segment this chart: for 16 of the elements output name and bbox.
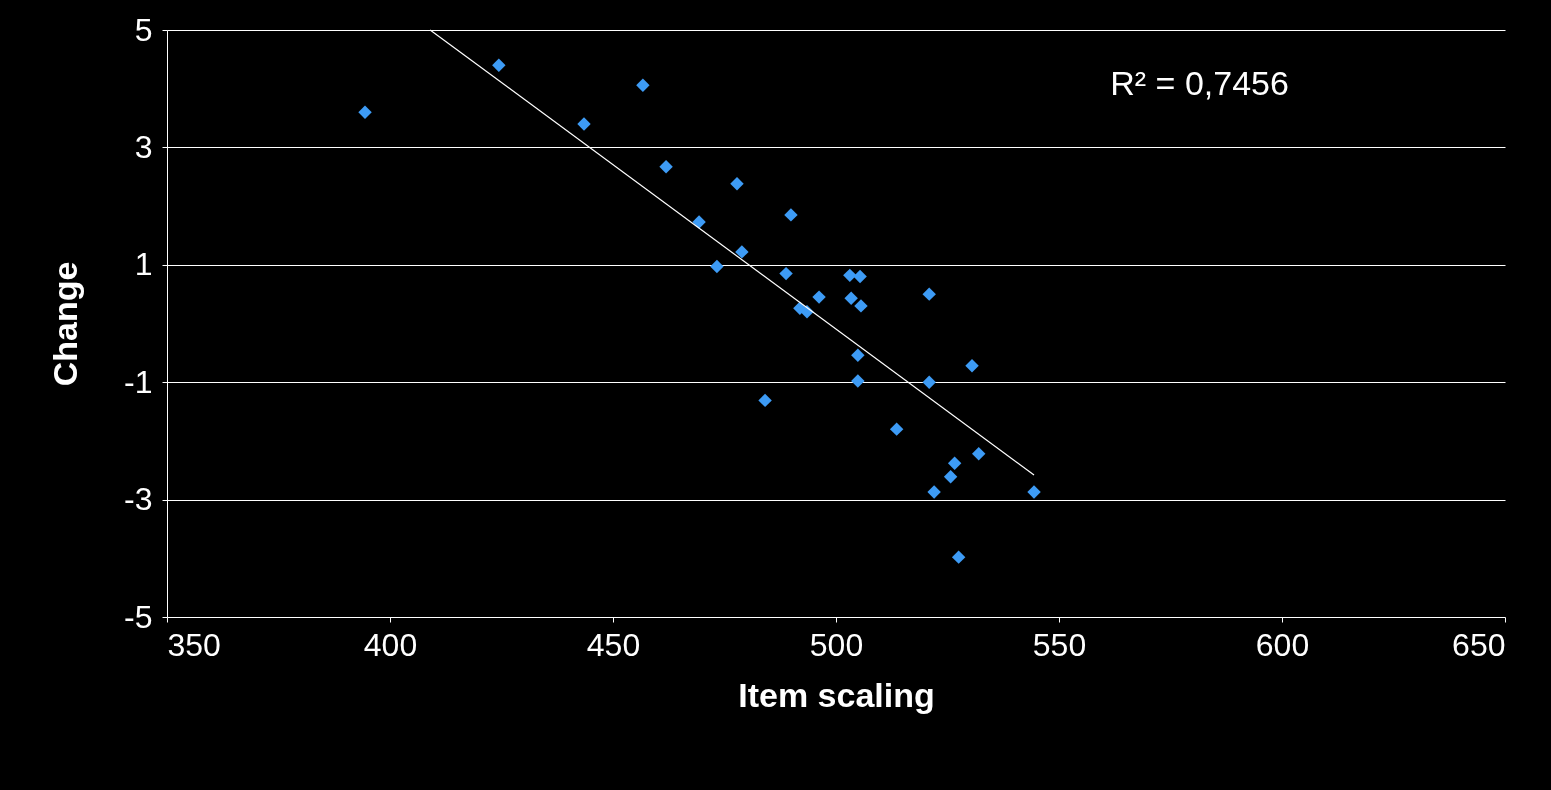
- x-tick-label: 400: [363, 626, 418, 663]
- y-tick-label: -3: [124, 481, 153, 518]
- y-tick-label: 3: [134, 128, 153, 165]
- x-tick-label: 600: [1255, 626, 1310, 663]
- x-tick-label: 450: [586, 626, 641, 663]
- annotation: R² = 0,7456: [1110, 64, 1289, 102]
- x-tick-label: 550: [1032, 626, 1087, 663]
- y-axis-title: Change: [46, 261, 85, 387]
- y-tick-label: 1: [134, 246, 153, 283]
- y-tick-label: 5: [134, 11, 153, 48]
- y-tick-label: -5: [124, 598, 153, 635]
- x-tick-label: 500: [809, 626, 864, 663]
- x-tick-label: 650: [1452, 626, 1506, 663]
- x-axis-title: Item scaling: [738, 675, 935, 714]
- x-tick-label: 350: [167, 626, 221, 663]
- y-tick-label: -1: [124, 363, 153, 400]
